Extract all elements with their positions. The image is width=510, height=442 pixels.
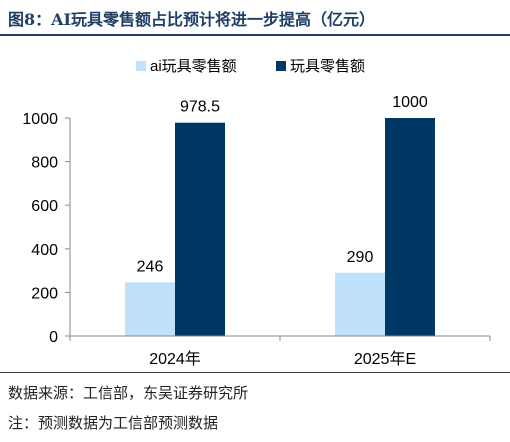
footer-divider bbox=[0, 372, 510, 373]
chart-title: 图8：AI玩具零售额占比预计将进一步提高（亿元） bbox=[8, 10, 376, 29]
y-axis: 0 200 400 600 800 1000 bbox=[22, 111, 71, 346]
legend-label-1: ai玩具零售额 bbox=[150, 58, 237, 75]
bar-1-1 bbox=[125, 282, 175, 336]
source-note: 数据来源：工信部，东吴证券研究所 bbox=[8, 384, 249, 402]
bar-1-2 bbox=[335, 272, 385, 336]
x-axis: 2024年 2025年E bbox=[69, 335, 491, 368]
x-tick-label: 2025年E bbox=[354, 350, 416, 368]
legend-swatch-2 bbox=[276, 61, 286, 71]
bar-2-2 bbox=[385, 118, 435, 336]
legend-swatch-1 bbox=[136, 61, 146, 71]
title-divider bbox=[0, 34, 510, 36]
data-label: 1000 bbox=[392, 94, 428, 111]
legend-label-2: 玩具零售额 bbox=[290, 58, 365, 75]
bar-2-1 bbox=[175, 122, 225, 336]
data-label: 290 bbox=[347, 249, 374, 266]
y-tick-label: 800 bbox=[31, 155, 58, 172]
bars: 246 978.5 290 1000 bbox=[125, 94, 435, 336]
y-tick-label: 1000 bbox=[22, 111, 58, 128]
y-tick-label: 600 bbox=[31, 198, 58, 215]
x-tick-label: 2024年 bbox=[149, 350, 201, 368]
y-tick-label: 400 bbox=[31, 242, 58, 259]
footnote: 注：预测数据为工信部预测数据 bbox=[8, 414, 219, 432]
y-tick-label: 200 bbox=[31, 285, 58, 302]
data-label: 246 bbox=[137, 258, 164, 275]
data-label: 978.5 bbox=[180, 99, 220, 116]
y-tick-label: 0 bbox=[49, 329, 58, 346]
legend: ai玩具零售额 玩具零售额 bbox=[136, 58, 365, 75]
